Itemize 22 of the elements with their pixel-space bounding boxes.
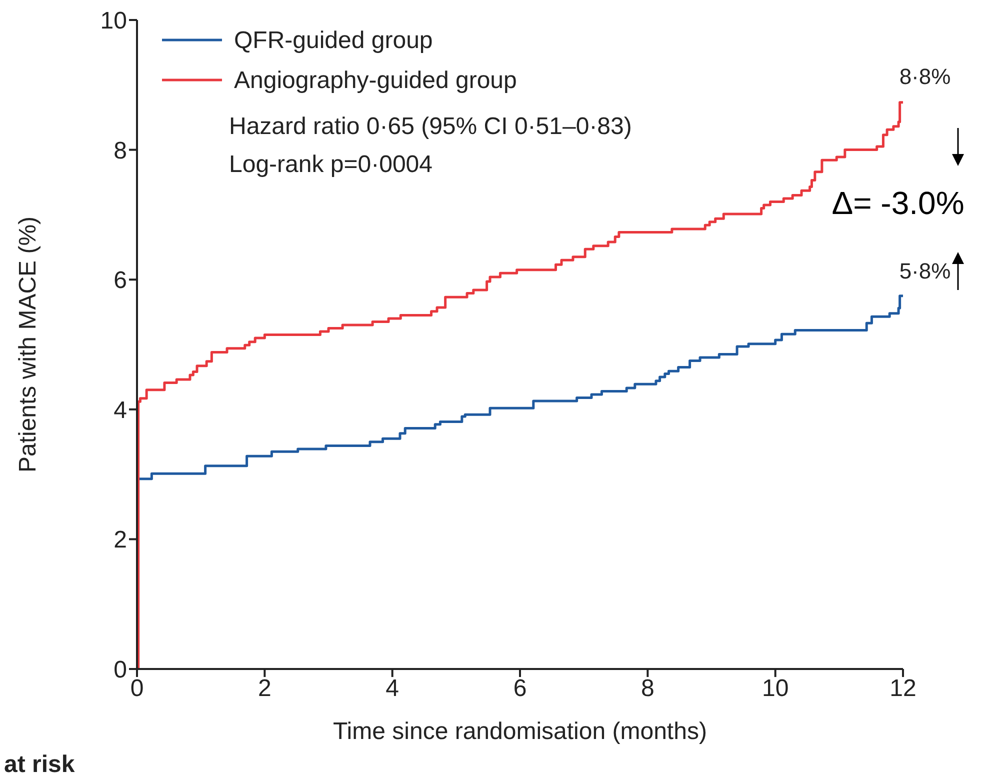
y-tick-label: 8 bbox=[114, 137, 127, 164]
y-tick-label: 6 bbox=[114, 267, 127, 294]
x-tick-label: 4 bbox=[386, 675, 400, 702]
x-tick-label: 8 bbox=[640, 675, 654, 702]
text: at risk bbox=[4, 751, 76, 774]
legend-label: QFR-guided group bbox=[234, 27, 433, 54]
annotation: Δ= -3.0% bbox=[832, 185, 964, 221]
x-tick-label: 12 bbox=[890, 675, 916, 702]
x-axis-title: Time since randomisation (months) bbox=[333, 718, 707, 745]
y-axis-title: Patients with MACE (%) bbox=[14, 216, 42, 473]
y-tick-label: 2 bbox=[114, 526, 127, 554]
x-tick-label: 10 bbox=[762, 675, 789, 702]
y-tick-label: 4 bbox=[114, 396, 127, 424]
y-tick-label: 0 bbox=[114, 656, 127, 684]
legend-label: Angiography-guided group bbox=[234, 67, 517, 94]
annotation: Hazard ratio 0·65 (95% CI 0·51–0·83) bbox=[229, 113, 632, 140]
y-tick-label: 10 bbox=[100, 8, 127, 35]
annotation: Log-rank p=0·0004 bbox=[229, 151, 432, 178]
annotation: 8·8% bbox=[899, 64, 951, 89]
x-tick-label: 6 bbox=[513, 675, 527, 702]
annotation: 5·8% bbox=[899, 258, 951, 284]
x-tick-label: 2 bbox=[258, 675, 272, 702]
